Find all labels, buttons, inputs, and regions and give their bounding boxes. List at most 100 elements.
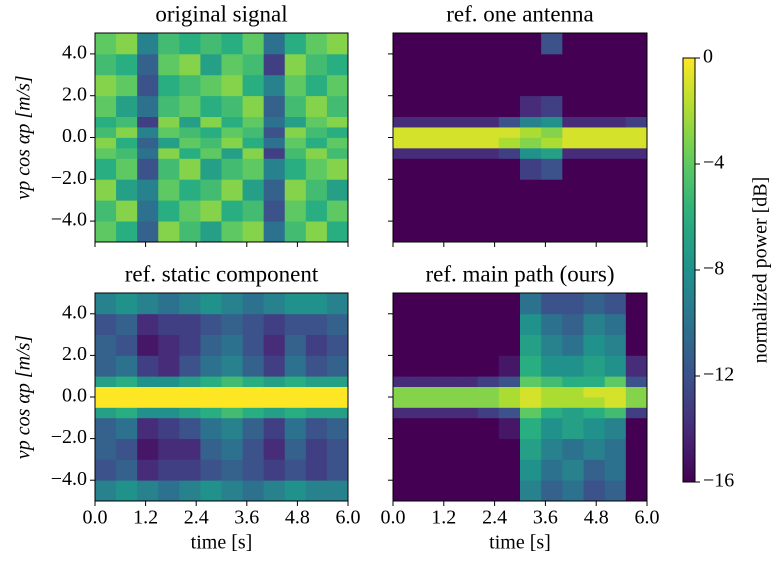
cell — [200, 158, 222, 180]
x-axis-label: time [s] — [191, 532, 253, 554]
cell — [95, 127, 117, 138]
cell — [221, 417, 243, 439]
cell — [326, 313, 349, 335]
cell — [520, 313, 542, 335]
cell — [498, 293, 521, 315]
cell — [263, 459, 286, 481]
cell — [456, 334, 479, 356]
cell — [393, 417, 415, 439]
cell — [541, 376, 563, 387]
cell — [284, 147, 307, 159]
cell — [625, 137, 648, 149]
cell — [305, 200, 328, 222]
cell — [95, 438, 117, 460]
cell — [305, 480, 328, 502]
cell — [435, 334, 457, 356]
cell — [625, 386, 648, 398]
cell — [414, 438, 436, 460]
cell — [263, 293, 286, 315]
cell — [625, 407, 648, 419]
cell — [520, 376, 542, 387]
heatmap — [393, 293, 648, 502]
cell — [477, 33, 500, 55]
x-tick-label: 3.6 — [234, 507, 259, 529]
cell — [95, 355, 117, 377]
cell — [520, 417, 542, 439]
cell — [179, 53, 201, 76]
cell — [414, 158, 436, 180]
cell — [263, 417, 286, 439]
cell — [137, 313, 159, 335]
cell — [137, 221, 159, 243]
cell — [305, 221, 328, 243]
cell — [263, 33, 286, 55]
cell — [541, 480, 563, 502]
cell — [583, 95, 606, 117]
cell — [625, 95, 648, 117]
cell — [562, 376, 584, 387]
x-tick-label: 4.8 — [584, 507, 609, 529]
cell — [625, 221, 648, 243]
cell — [263, 53, 286, 76]
cell — [242, 127, 265, 138]
cell — [284, 459, 307, 481]
cell — [477, 407, 500, 419]
cell — [393, 386, 415, 398]
cell — [242, 417, 265, 439]
cell — [284, 438, 307, 460]
cell — [263, 480, 286, 502]
cell — [520, 459, 542, 481]
cell — [95, 397, 117, 408]
cell — [284, 116, 307, 128]
cell — [221, 334, 243, 356]
cell — [477, 293, 500, 315]
cell — [498, 407, 521, 419]
cell — [95, 158, 117, 180]
cell — [393, 459, 415, 481]
x-tick-label: 0.0 — [83, 507, 108, 529]
cell — [137, 386, 159, 398]
cell — [326, 200, 349, 222]
cell — [116, 397, 138, 408]
cell — [541, 200, 563, 222]
cell — [158, 147, 180, 159]
cell — [604, 158, 627, 180]
cell — [604, 480, 627, 502]
cell — [562, 95, 584, 117]
cell — [541, 33, 563, 55]
cell — [625, 158, 648, 180]
cell — [393, 397, 415, 408]
cell — [562, 386, 584, 398]
cell — [393, 293, 415, 315]
cell — [435, 386, 457, 398]
cell — [393, 376, 415, 387]
cell — [393, 480, 415, 502]
cell — [477, 459, 500, 481]
cell — [435, 417, 457, 439]
cell — [583, 74, 606, 97]
cell — [562, 179, 584, 201]
cell — [625, 147, 648, 159]
cell — [158, 179, 180, 201]
cell — [456, 293, 479, 315]
cell — [477, 397, 500, 408]
cell — [137, 293, 159, 315]
cell — [625, 334, 648, 356]
cell — [456, 137, 479, 149]
cell — [604, 147, 627, 159]
x-tick-label: 6.0 — [336, 507, 361, 529]
cell — [562, 158, 584, 180]
cell — [456, 53, 479, 76]
colorbar — [682, 57, 696, 483]
cell — [477, 334, 500, 356]
cell — [179, 397, 201, 408]
cell — [435, 480, 457, 502]
x-tick-label: 6.0 — [635, 507, 660, 529]
cell — [456, 74, 479, 97]
x-tick-label: 2.4 — [482, 507, 507, 529]
cell — [137, 33, 159, 55]
cell — [242, 137, 265, 149]
cell — [393, 313, 415, 335]
cell — [263, 438, 286, 460]
cell — [137, 74, 159, 97]
